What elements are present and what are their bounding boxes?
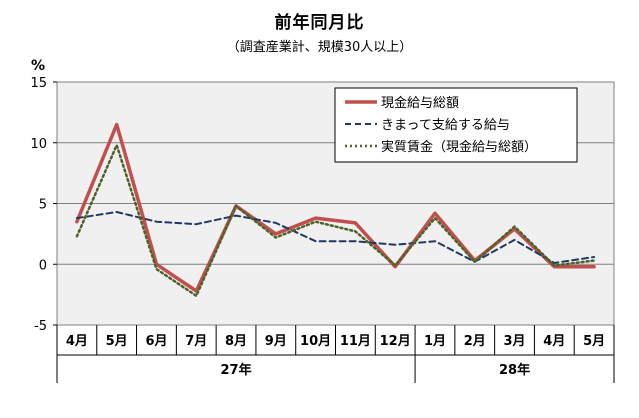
x-tick-label: 9月 <box>265 334 287 349</box>
x-tick-label: 5月 <box>583 334 605 349</box>
series-lines <box>75 122 596 298</box>
legend-label-1: 現金給与総額 <box>381 95 459 111</box>
y-tick-label: -5 <box>34 319 47 334</box>
chart-subtitle: （調査産業計、規模30人以上） <box>226 40 413 55</box>
x-tick-label: 12月 <box>380 334 411 349</box>
y-tick-label: 15 <box>30 76 47 91</box>
x-tick-label: 10月 <box>300 334 331 349</box>
x-tick-label: 3月 <box>504 334 526 349</box>
x-tick-label: 4月 <box>543 334 565 349</box>
chart-title: 前年同月比 <box>274 13 365 33</box>
x-tick-label: 11月 <box>340 334 371 349</box>
year-label: 28年 <box>499 362 530 378</box>
axes: -5 0 5 10 15% 4月 5月 6月 7月 8月 9月 10月 11月 12月 1月 2月 3月 4月 5月… <box>30 58 615 383</box>
x-tick-label: 5月 <box>106 334 128 349</box>
legend-label-3: 実質賃金（現金給与総額） <box>381 139 537 155</box>
series-line-1 <box>75 122 596 293</box>
y-tick-label: 10 <box>30 137 47 152</box>
y-tick-label: 0 <box>39 258 47 273</box>
legend-label-2: きまって支給する給与 <box>381 118 510 133</box>
x-tick-label: 1月 <box>424 334 446 349</box>
x-tick-label: 8月 <box>225 334 247 349</box>
series-line-2 <box>75 211 596 264</box>
x-tick-label: 4月 <box>66 334 88 349</box>
x-tick-label: 7月 <box>185 334 207 349</box>
year-label: 27年 <box>220 362 251 378</box>
y-tick-label: 5 <box>39 198 47 213</box>
y-axis-unit: % <box>31 58 45 74</box>
x-tick-label: 2月 <box>464 334 486 349</box>
series-line-3 <box>75 143 596 298</box>
x-tick-label: 6月 <box>145 334 167 349</box>
